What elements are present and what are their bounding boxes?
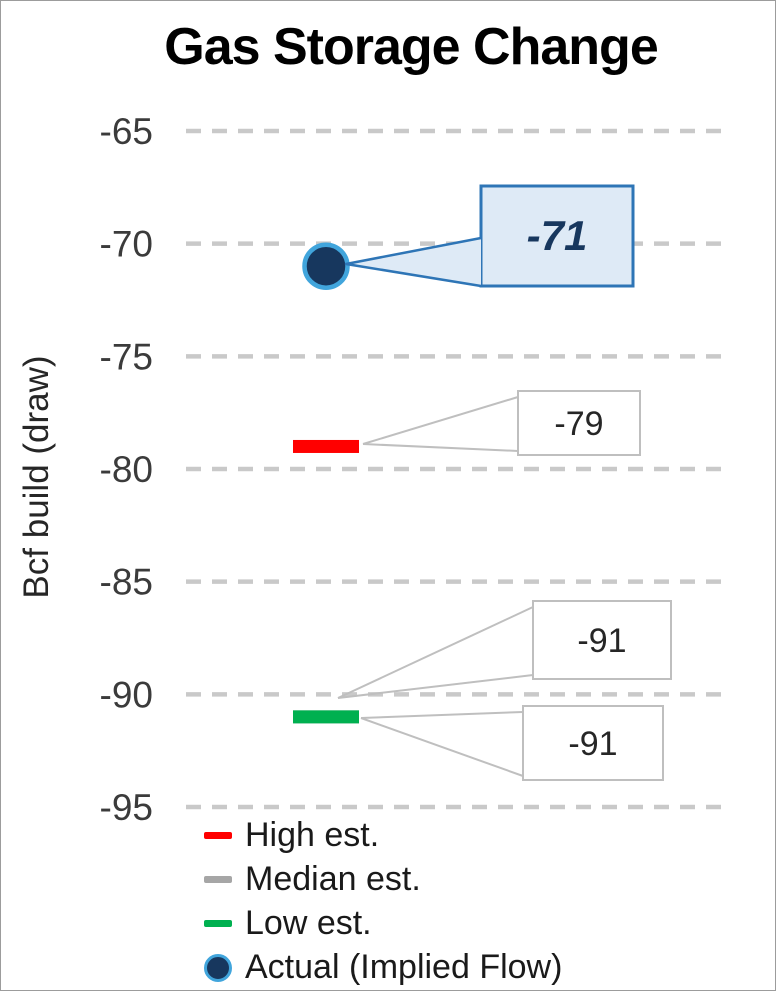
y-tick-label: -85 xyxy=(100,562,153,603)
median-est-callout-box xyxy=(532,600,672,680)
high-est-callout-leader xyxy=(362,396,519,445)
chart-legend: High est. Median est. Low est. Actual (Impl… xyxy=(204,816,563,990)
y-tick-label: -75 xyxy=(100,336,153,377)
legend-label: Low est. xyxy=(245,904,372,942)
y-tick-label: -70 xyxy=(100,224,153,265)
legend-label: Median est. xyxy=(245,860,421,898)
low-est-marker xyxy=(293,710,359,724)
median-est-marker-icon xyxy=(204,876,232,883)
actual-implied-flow-marker xyxy=(302,242,350,290)
y-tick-label: -80 xyxy=(100,449,153,490)
low-est-callout-leader xyxy=(360,711,524,719)
high-est-callout-leader xyxy=(362,443,519,452)
actual-implied-flow-callout-box xyxy=(479,184,635,288)
y-tick-label: -95 xyxy=(100,787,153,828)
high-est-marker-icon xyxy=(204,832,232,839)
legend-item-median-est: Median est. xyxy=(204,860,562,898)
legend-item-low-est: Low est. xyxy=(204,904,562,942)
low-est-marker-icon xyxy=(204,920,232,927)
high-est-callout-label: -79 xyxy=(554,405,603,443)
legend-item-high-est: High est. xyxy=(204,816,562,854)
median-est-callout-leader xyxy=(337,674,534,699)
actual-implied-flow-callout-label: -71 xyxy=(527,212,588,259)
low-est-callout-label: -91 xyxy=(568,725,617,763)
legend-label: Actual (Implied Flow) xyxy=(245,948,563,986)
y-tick-label: -65 xyxy=(100,111,153,152)
actual-implied-flow-callout-pointer xyxy=(344,236,482,288)
low-est-callout-box xyxy=(522,705,664,781)
chart-title: Gas Storage Change xyxy=(164,18,658,76)
y-tick-label: -90 xyxy=(100,674,153,715)
high-est-marker xyxy=(293,439,359,453)
low-est-callout-leader xyxy=(360,717,524,777)
actual-implied-flow-marker-icon xyxy=(204,953,232,982)
median-est-callout-leader xyxy=(337,606,534,699)
median-est-callout-label: -91 xyxy=(577,622,626,660)
legend-label: High est. xyxy=(245,816,380,854)
legend-item-actual-implied-flow: Actual (Implied Flow) xyxy=(204,948,563,986)
high-est-callout-box xyxy=(517,390,641,456)
